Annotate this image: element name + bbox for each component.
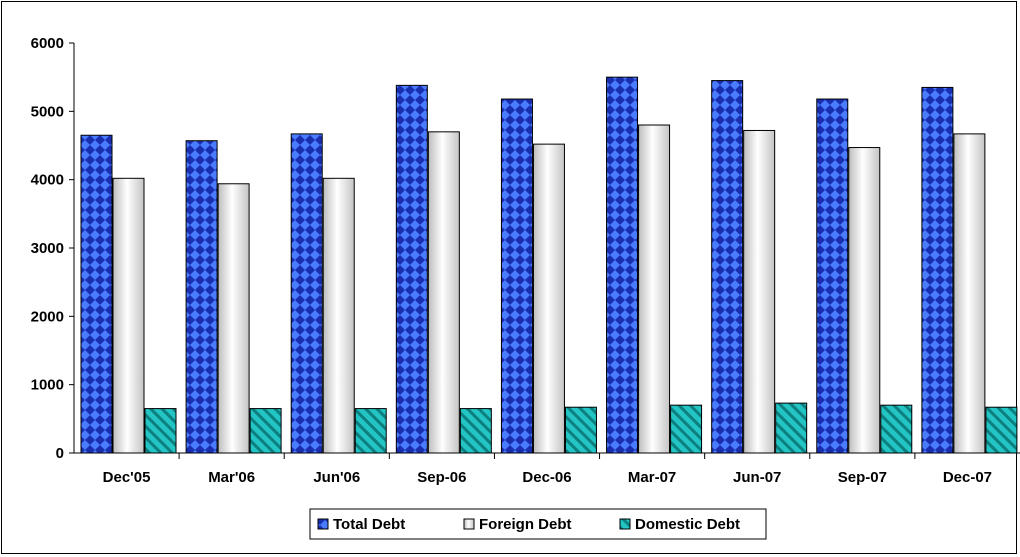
bar-foreign-debt	[322, 177, 355, 454]
legend-label: Total Debt	[333, 516, 405, 533]
bar-domestic-debt	[144, 408, 177, 454]
bar-foreign-debt	[848, 147, 881, 454]
bar-domestic-debt	[775, 402, 808, 454]
bar-foreign-debt	[532, 143, 565, 454]
y-tick-label: 1000	[31, 377, 64, 394]
y-tick-label: 3000	[31, 240, 64, 257]
bar-total-debt	[816, 98, 849, 454]
bar-total-debt	[395, 84, 428, 454]
bar-foreign-debt	[112, 177, 145, 454]
bar-total-debt	[80, 134, 113, 454]
bar-domestic-debt	[670, 404, 703, 454]
bar-foreign-debt	[743, 129, 776, 454]
x-axis-ticks: Dec'05 Mar'06 Jun'06 Sep-06 Dec-06 Mar-07 Jun-…	[103, 453, 992, 486]
bar-total-debt	[606, 76, 639, 454]
bar-total-debt	[185, 140, 218, 454]
bar-foreign-debt	[953, 133, 986, 454]
legend-label: Domestic Debt	[635, 516, 740, 533]
x-tick-label: Dec-07	[943, 469, 992, 486]
bar-domestic-debt	[985, 406, 1018, 454]
y-axis-ticks: 0 1000 2000 3000 4000 5000 6000	[31, 35, 74, 462]
legend-swatch	[619, 518, 631, 530]
bar-total-debt	[921, 86, 954, 454]
bar-domestic-debt	[354, 408, 387, 454]
bar-domestic-debt	[880, 404, 913, 454]
legend-swatch	[463, 518, 475, 530]
x-tick-label: Mar-07	[628, 469, 676, 486]
bar-foreign-debt	[427, 131, 460, 454]
bars	[80, 76, 1018, 454]
y-tick-label: 6000	[31, 35, 64, 52]
x-tick-label: Dec'05	[103, 469, 151, 486]
legend-label: Foreign Debt	[479, 516, 572, 533]
bar-domestic-debt	[459, 408, 492, 454]
bar-domestic-debt	[564, 406, 597, 454]
x-tick-label: Jun-07	[733, 469, 781, 486]
y-tick-label: 4000	[31, 172, 64, 189]
y-tick-label: 0	[56, 445, 64, 462]
legend-swatch	[317, 518, 329, 530]
x-tick-label: Sep-07	[838, 469, 887, 486]
legend-box	[309, 508, 767, 540]
bar-foreign-debt	[638, 124, 671, 454]
bar-total-debt	[290, 133, 323, 454]
bar-foreign-debt	[217, 183, 250, 454]
y-tick-label: 5000	[31, 103, 64, 120]
x-tick-label: Mar'06	[208, 469, 255, 486]
legend: Total Debt Foreign Debt Domestic Debt	[309, 508, 767, 540]
bar-total-debt	[711, 80, 744, 454]
bar-total-debt	[500, 98, 533, 454]
x-tick-label: Sep-06	[417, 469, 466, 486]
x-tick-label: Dec-06	[522, 469, 571, 486]
bar-domestic-debt	[249, 408, 282, 454]
x-tick-label: Jun'06	[313, 469, 360, 486]
y-tick-label: 2000	[31, 308, 64, 325]
